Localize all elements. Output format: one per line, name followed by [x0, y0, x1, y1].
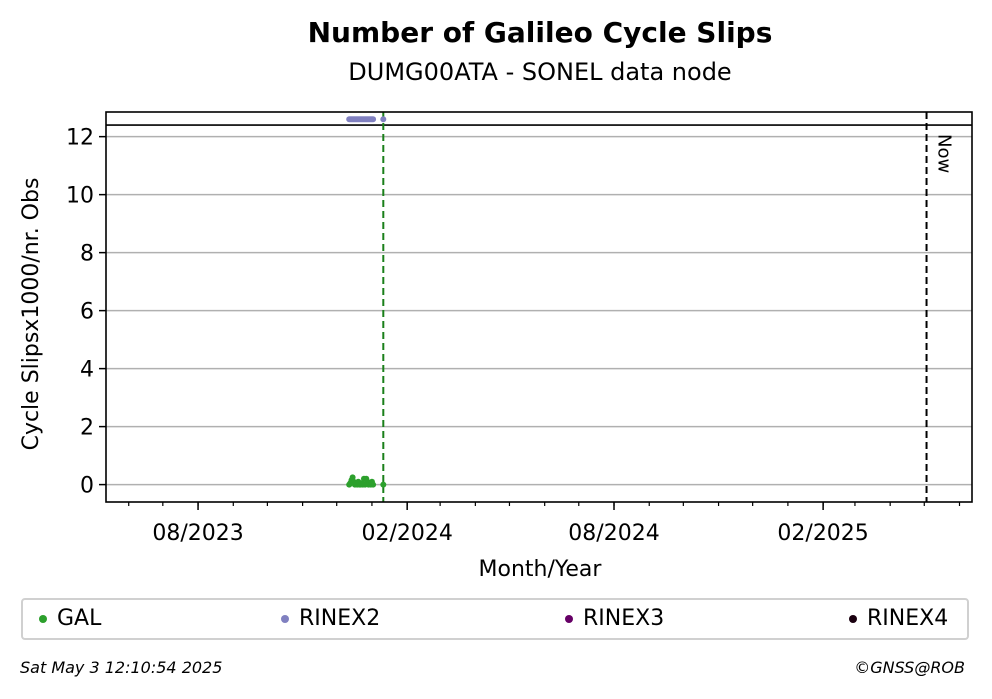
- legend-label-rinex3: RINEX3: [583, 606, 665, 631]
- x-axis-label: Month/Year: [479, 557, 603, 582]
- legend-item-rinex4: RINEX4: [849, 606, 948, 631]
- now-label: Now: [934, 134, 955, 173]
- legend-marker-rinex4: [849, 614, 857, 623]
- legend-item-gal: GAL: [39, 606, 101, 631]
- y-tick-label: 4: [80, 358, 94, 383]
- legend-item-rinex3: RINEX3: [565, 606, 664, 631]
- timestamp: Sat May 3 12:10:54 2025: [20, 658, 223, 677]
- x-tick-label: 08/2023: [152, 521, 243, 546]
- data-point-rinex2: [370, 116, 377, 123]
- legend-marker-rinex3: [565, 614, 573, 623]
- y-tick-label: 6: [80, 300, 94, 325]
- vline-layer: Now: [106, 112, 972, 502]
- legend-label-rinex4: RINEX4: [867, 606, 949, 631]
- legend-item-rinex2: RINEX2: [281, 606, 380, 631]
- y-axis-label: Cycle Slipsx1000/nr. Obs: [19, 178, 44, 451]
- legend-label-rinex2: RINEX2: [299, 606, 381, 631]
- legend: GAL RINEX2 RINEX3 RINEX4: [21, 598, 969, 640]
- y-tick-label: 12: [66, 126, 94, 151]
- y-tick-label: 2: [80, 416, 94, 441]
- axes-layer: 0 2 4 6 8 10 12 08/2023 02/2024 08/2024 02/2025: [66, 111, 973, 546]
- legend-label-gal: GAL: [57, 606, 102, 631]
- x-tick-label: 02/2024: [361, 521, 452, 546]
- chart-title: Number of Galileo Cycle Slips: [307, 16, 773, 49]
- y-tick-label: 8: [80, 242, 94, 267]
- chart-subtitle: DUMG00ATA - SONEL data node: [348, 58, 732, 86]
- points-layer: [346, 116, 387, 488]
- x-tick-label: 02/2025: [777, 521, 868, 546]
- credit: ©GNSS@ROB: [854, 658, 965, 677]
- grid-layer: [106, 135, 972, 486]
- axes-frame: [105, 111, 973, 503]
- data-point-rinex2: [380, 116, 387, 123]
- legend-marker-rinex2: [281, 614, 289, 623]
- data-point-gal: [380, 481, 387, 488]
- y-tick-label: 0: [80, 474, 94, 499]
- y-tick-label: 10: [66, 184, 94, 209]
- data-point-gal: [370, 481, 377, 488]
- legend-marker-gal: [39, 614, 47, 623]
- x-tick-label: 08/2024: [568, 521, 659, 546]
